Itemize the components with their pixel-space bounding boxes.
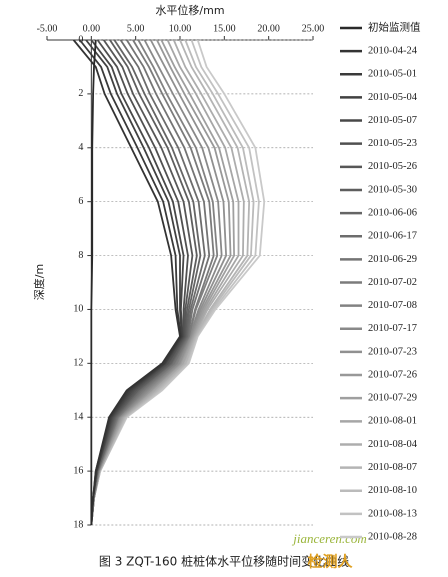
legend-label: 初始监测值 <box>368 20 421 33</box>
legend-label: 2010-07-02 <box>368 277 417 288</box>
y-tick-label: 4 <box>78 142 83 153</box>
legend-label: 2010-07-17 <box>368 323 417 334</box>
series-line <box>90 39 223 526</box>
legend-label: 2010-08-13 <box>368 508 417 519</box>
x-tick-label: 0.00 <box>83 23 101 34</box>
legend-label: 2010-08-28 <box>368 531 417 542</box>
legend-label: 2010-04-24 <box>368 46 418 57</box>
y-tick-label: 8 <box>78 250 83 261</box>
x-tick-label: -5.00 <box>37 23 58 34</box>
y-tick-label: 10 <box>73 304 83 315</box>
caption: 图 3 ZQT-160 桩桩体水平位移随时间变化曲线 <box>99 554 349 569</box>
legend-label: 2010-05-01 <box>368 69 417 80</box>
x-tick-label: 20.00 <box>257 23 280 34</box>
legend-label: 2010-07-08 <box>368 300 417 311</box>
legend-label: 2010-07-29 <box>368 393 417 404</box>
legend-label: 2010-08-07 <box>368 462 417 473</box>
y-axis-title: 深度/m <box>32 264 46 300</box>
legend-label: 2010-07-23 <box>368 346 417 357</box>
series-line <box>72 39 181 526</box>
legend-label: 2010-05-23 <box>368 138 417 149</box>
y-tick-label: 16 <box>73 465 83 476</box>
y-tick-label: 18 <box>73 519 83 530</box>
legend-label: 2010-06-06 <box>368 207 417 218</box>
x-tick-label: 25.00 <box>302 23 325 34</box>
series-line <box>90 39 97 525</box>
legend-label: 2010-05-07 <box>368 115 417 126</box>
y-tick-label: 2 <box>78 88 83 99</box>
y-tick-label: 6 <box>78 196 83 207</box>
x-axis-title: 水平位移/mm <box>155 3 224 17</box>
legend-label: 2010-06-17 <box>368 231 417 242</box>
x-tick-label: 5.00 <box>127 23 145 34</box>
y-tick-label: 12 <box>73 358 83 369</box>
y-tick-label: 0 <box>78 34 83 45</box>
series-line <box>90 39 260 526</box>
legend-label: 2010-08-10 <box>368 485 417 496</box>
x-tick-label: 15.00 <box>213 23 236 34</box>
legend-label: 2010-05-30 <box>368 184 417 195</box>
watermark: 检测人 <box>307 553 353 571</box>
legend-label: 2010-06-29 <box>368 254 417 265</box>
legend-label: 2010-07-26 <box>368 369 417 380</box>
legend-label: 2010-05-04 <box>368 92 418 103</box>
y-tick-label: 14 <box>73 412 83 423</box>
watermark: jianceren.com <box>291 531 367 546</box>
legend-label: 2010-05-26 <box>368 161 417 172</box>
legend-label: 2010-08-01 <box>368 416 417 427</box>
legend-label: 2010-08-04 <box>368 439 418 450</box>
x-tick-label: 10.00 <box>169 23 192 34</box>
